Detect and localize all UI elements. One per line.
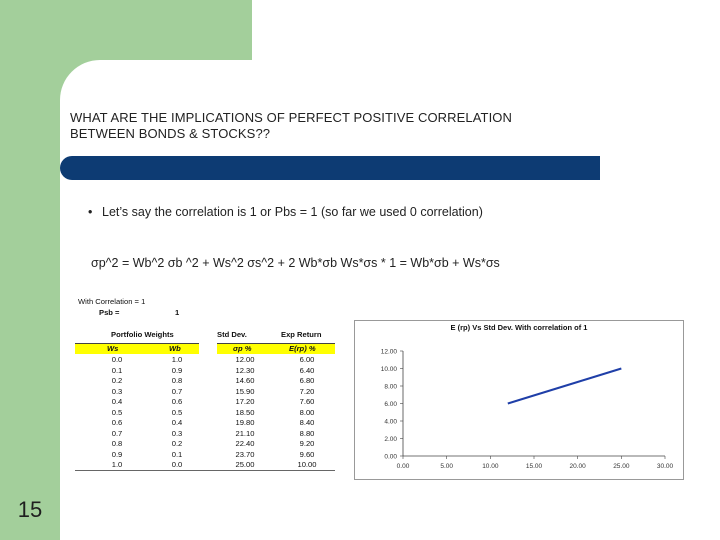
cell-wb: 0.4 [171,418,183,427]
table-row: 1.0 0.0 25.00 10.00 [75,460,335,469]
bullet-dot-icon: • [88,205,93,219]
corner-round-decor [60,60,140,140]
chart-plot: 0.00 2.00 4.00 6.00 8.00 10.00 12.00 0.00 5.00 10… [381,349,674,471]
table-bottom-rule [75,470,335,471]
title-line-2: BETWEEN BONDS & STOCKS?? [70,126,271,141]
x-tick-label: 0.00 [397,463,410,470]
table-row: 0.7 0.3 21.10 8.80 [75,429,335,438]
cell-ws: 0.8 [111,439,123,448]
cell-ws: 0.7 [111,428,123,438]
cell-return: 7.60 [299,397,315,406]
cell-sigma: 17.20 [235,397,255,406]
cell-wb: 0.6 [171,397,183,406]
correlation-note: With Correlation = 1 [78,297,146,306]
cell-wb: 0.2 [171,439,183,448]
cell-sigma: 14.60 [235,376,255,385]
cell-sigma: 22.40 [235,439,255,448]
cell-return: 6.00 [299,355,315,364]
variance-formula: σp^2 = Wb^2 σb ^2 + Ws^2 σs^2 + 2 Wb*σb … [91,256,500,270]
cell-return: 8.80 [299,428,315,438]
cell-ws: 0.3 [111,386,123,396]
cell-sigma: 23.70 [235,449,255,459]
table-row: 0.9 0.1 23.70 9.60 [75,450,335,459]
cell-wb: 0.3 [171,428,183,438]
y-tick-label: 12.00 [381,349,398,356]
top-decor-band [60,0,252,60]
col-return-header: E(rp) % [289,344,316,353]
cell-return: 6.80 [299,376,315,385]
table-row: 0.1 0.9 12.30 6.40 [75,366,335,375]
cell-return: 9.20 [299,439,315,448]
col-ws-header: Ws [107,344,119,353]
cell-ws: 1.0 [111,460,123,469]
cell-sigma: 25.00 [235,460,255,469]
cell-ws: 0.2 [111,376,123,385]
series-line [507,367,622,405]
table-row: 0.0 1.0 12.00 6.00 [75,355,335,364]
cell-wb: 0.8 [171,376,183,385]
cell-sigma: 21.10 [235,428,255,438]
cell-ws: 0.9 [111,449,123,459]
col-wb-header: Wb [169,344,181,353]
cell-return: 9.60 [299,449,315,459]
x-tick-label: 25.00 [613,463,630,470]
cell-wb: 1.0 [171,355,183,364]
cell-return: 6.40 [299,365,315,375]
cell-return: 8.40 [299,418,315,427]
results-header-bar: σp % E(rp) % [217,343,335,354]
table-row: 0.5 0.5 18.50 8.00 [75,408,335,417]
cell-return: 8.00 [299,407,315,417]
title-line-1: WHAT ARE THE IMPLICATIONS OF PERFECT POS… [70,110,512,125]
header-portfolio-weights: Portfolio Weights [111,330,174,339]
cell-sigma: 15.90 [235,386,255,396]
cell-wb: 0.5 [171,407,183,417]
table-row: 0.6 0.4 19.80 8.40 [75,418,335,427]
cell-sigma: 18.50 [235,407,255,417]
table-row: 0.3 0.7 15.90 7.20 [75,387,335,396]
cell-wb: 0.7 [171,386,183,396]
chart-frame: E (rp) Vs Std Dev. With correlation of 1… [354,320,684,480]
table-row: 0.8 0.2 22.40 9.20 [75,439,335,448]
bullet-text: Let’s say the correlation is 1 or Pbs = … [102,205,483,219]
y-tick-label: 6.00 [384,401,397,408]
x-tick-label: 15.00 [526,463,543,470]
cell-ws: 0.1 [111,365,123,375]
cell-ws: 0.4 [111,397,123,406]
y-tick-label: 8.00 [384,384,397,391]
header-exp-return: Exp Return [281,330,322,339]
cell-wb: 0.9 [171,365,183,375]
x-tick-label: 30.00 [657,463,674,470]
psb-label: Psb = [99,308,120,317]
cell-wb: 0.0 [171,460,183,469]
title-divider-bar [60,156,600,180]
cell-ws: 0.5 [111,407,123,417]
cell-return: 10.00 [297,460,317,469]
x-tick-label: 20.00 [570,463,587,470]
weights-header-bar: Ws Wb [75,343,199,354]
cell-sigma: 12.00 [235,355,255,364]
x-tick-label: 10.00 [482,463,499,470]
cell-sigma: 12.30 [235,365,255,375]
cell-ws: 0.6 [111,418,123,427]
bullet-item: • Let’s say the correlation is 1 or Pbs =… [88,205,483,219]
y-tick-label: 10.00 [381,366,398,373]
slide-number: 15 [17,497,43,522]
slide-title: WHAT ARE THE IMPLICATIONS OF PERFECT POS… [70,110,512,142]
left-decor-band [0,0,60,540]
col-sigma-header: σp % [233,344,252,353]
cell-sigma: 19.80 [235,418,255,427]
cell-ws: 0.0 [111,355,123,364]
y-tick-label: 4.00 [384,419,397,426]
x-tick-label: 5.00 [440,463,453,470]
header-std-dev: Std Dev. [217,330,247,339]
y-tick-label: 2.00 [384,436,397,443]
cell-return: 7.20 [299,386,315,396]
y-tick-label: 0.00 [384,454,397,461]
cell-wb: 0.1 [171,449,183,459]
table-row: 0.2 0.8 14.60 6.80 [75,376,335,385]
psb-value: 1 [175,308,180,317]
table-row: 0.4 0.6 17.20 7.60 [75,397,335,406]
chart-title: E (rp) Vs Std Dev. With correlation of 1 [450,323,588,332]
